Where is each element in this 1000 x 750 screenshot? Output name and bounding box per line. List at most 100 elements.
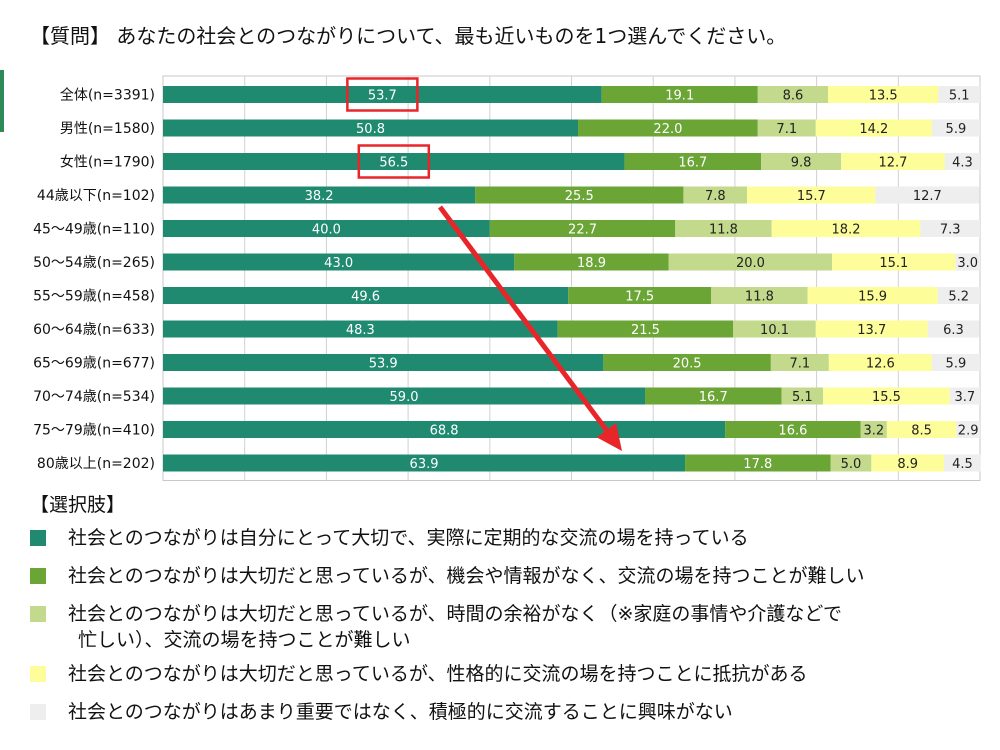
bar-segment xyxy=(489,220,676,237)
legend-swatch xyxy=(30,704,46,720)
value-label: 40.0 xyxy=(312,223,341,238)
bar-segment xyxy=(937,287,980,304)
highlight-box xyxy=(357,144,431,179)
value-label: 9.8 xyxy=(791,156,812,171)
bar-segment xyxy=(956,421,980,438)
value-label: 6.3 xyxy=(943,323,964,338)
category-label: 60～64歳(n=633) xyxy=(33,322,155,338)
bar-segment xyxy=(927,320,980,338)
value-label: 11.8 xyxy=(745,290,774,305)
value-label: 25.5 xyxy=(565,189,594,204)
value-label: 16.6 xyxy=(778,424,807,439)
bar-segment xyxy=(828,354,932,371)
bar-segment xyxy=(920,220,980,237)
value-label: 3.2 xyxy=(863,424,884,439)
value-label: 48.3 xyxy=(346,323,375,338)
stacked-bar-chart: 全体(n=3391) 男性(n=1580) 女性(n=1790) 44歳以下(n=10… xyxy=(33,75,981,481)
legend-swatch xyxy=(30,530,46,546)
value-label: 59.0 xyxy=(390,390,419,405)
chart-title: 【質問】 あなたの社会とのつながりについて、最も近いものを1つ選んでください。 xyxy=(30,24,787,48)
bar-segment xyxy=(832,253,956,271)
value-label: 11.8 xyxy=(709,223,738,238)
bar-segment xyxy=(770,354,829,371)
bar-segment xyxy=(761,153,842,170)
bar-segment xyxy=(557,320,734,338)
category-label: 男性(n=1580) xyxy=(60,121,155,137)
legend-label: 社会とのつながりは大切だと思っているが、時間の余裕がなく（※家庭の事情や介護など… xyxy=(68,601,842,653)
category-label: 70～74歳(n=534) xyxy=(33,389,155,405)
legend-item: 社会とのつながりはあまり重要ではなく、積極的に交流することに興味がない xyxy=(30,699,990,725)
value-label: 16.7 xyxy=(678,156,707,171)
bar-segment xyxy=(163,421,726,438)
value-label: 15.5 xyxy=(872,390,901,405)
value-label: 12.7 xyxy=(879,156,908,171)
legend-label-line: 社会とのつながりは自分にとって大切で、実際に定期的な交流の場を持っている xyxy=(68,527,749,549)
value-label: 21.5 xyxy=(631,323,660,338)
legend-swatch xyxy=(30,606,46,622)
value-label: 18.9 xyxy=(577,256,606,271)
left-accent-bar xyxy=(0,70,4,132)
bar-segment xyxy=(578,119,758,137)
category-label: 80歳以上(n=202) xyxy=(37,456,155,472)
bar-segment xyxy=(828,86,939,103)
bar-segment xyxy=(668,253,833,271)
legend-item: 社会とのつながりは大切だと思っているが、性格的に交流の場を持つことに抵抗がある xyxy=(30,661,990,687)
value-label: 13.7 xyxy=(857,323,886,338)
value-label: 13.5 xyxy=(869,89,898,104)
value-label: 7.1 xyxy=(776,122,797,137)
value-label: 53.7 xyxy=(368,89,397,104)
bar-segment xyxy=(830,454,872,472)
bar-segment xyxy=(163,320,558,338)
value-label: 5.9 xyxy=(946,122,967,137)
legend-label-line: 社会とのつながりはあまり重要ではなく、積極的に交流することに興味がない xyxy=(68,701,733,723)
bar-segment xyxy=(823,387,950,405)
value-label: 3.7 xyxy=(955,390,976,405)
category-label: 65～69歳(n=677) xyxy=(33,356,155,372)
legend-label-line: 社会とのつながりは大切だと思っているが、機会や情報がなく、交流の場を持つことが難… xyxy=(68,565,865,587)
value-label: 49.6 xyxy=(351,290,380,305)
bar-segment xyxy=(163,454,686,472)
value-label: 20.0 xyxy=(736,256,765,271)
legend-item: 社会とのつながりは大切だと思っているが、時間の余裕がなく（※家庭の事情や介護など… xyxy=(30,601,990,653)
legend-label: 社会とのつながりは大切だと思っているが、性格的に交流の場を持つことに抵抗がある xyxy=(68,661,807,687)
value-label: 5.1 xyxy=(792,390,813,405)
category-label: 女性(n=1790) xyxy=(60,154,155,171)
bar-segment xyxy=(747,186,876,204)
value-label: 43.0 xyxy=(324,256,353,271)
value-label: 16.7 xyxy=(699,390,728,405)
bar-segment xyxy=(944,454,981,472)
value-label: 2.9 xyxy=(958,424,979,439)
value-label: 3.0 xyxy=(957,256,978,271)
bar-segment xyxy=(944,153,980,170)
legend-label: 社会とのつながりは自分にとって大切で、実際に定期的な交流の場を持っている xyxy=(68,525,749,551)
legend-swatch xyxy=(30,568,46,584)
bar-segment xyxy=(725,421,861,438)
bar-segment xyxy=(163,387,646,405)
bar-segment xyxy=(683,186,748,204)
value-label: 20.5 xyxy=(673,357,702,372)
value-label: 19.1 xyxy=(665,89,694,104)
value-label: 22.7 xyxy=(568,223,597,238)
legend-label: 社会とのつながりはあまり重要ではなく、積極的に交流することに興味がない xyxy=(68,699,733,725)
legend: 社会とのつながりは自分にとって大切で、実際に定期的な交流の場を持っている 社会との… xyxy=(30,525,990,737)
bar-segment xyxy=(949,387,980,405)
legend-label-line: 社会とのつながりは大切だと思っているが、時間の余裕がなく（※家庭の事情や介護など… xyxy=(68,603,843,625)
value-label: 7.8 xyxy=(705,189,726,204)
bar-segment xyxy=(815,320,928,338)
category-label: 全体(n=3391) xyxy=(60,87,155,104)
value-label: 8.5 xyxy=(911,424,932,439)
trend-arrow-shaft xyxy=(437,205,609,432)
value-label: 5.0 xyxy=(841,457,862,472)
highlight-box xyxy=(346,77,419,112)
value-label: 22.0 xyxy=(653,122,682,137)
value-label: 63.9 xyxy=(410,457,439,472)
bar-segment xyxy=(601,86,758,103)
bar-segment xyxy=(757,86,829,103)
category-label: 75～79歳(n=410) xyxy=(33,423,155,439)
legend-item: 社会とのつながりは大切だと思っているが、機会や情報がなく、交流の場を持つことが難… xyxy=(30,563,990,589)
value-label: 5.1 xyxy=(949,89,970,104)
bar-segment xyxy=(955,253,980,271)
bar-segment xyxy=(781,387,824,405)
value-label: 17.5 xyxy=(625,290,654,305)
bar-segment xyxy=(733,320,816,338)
